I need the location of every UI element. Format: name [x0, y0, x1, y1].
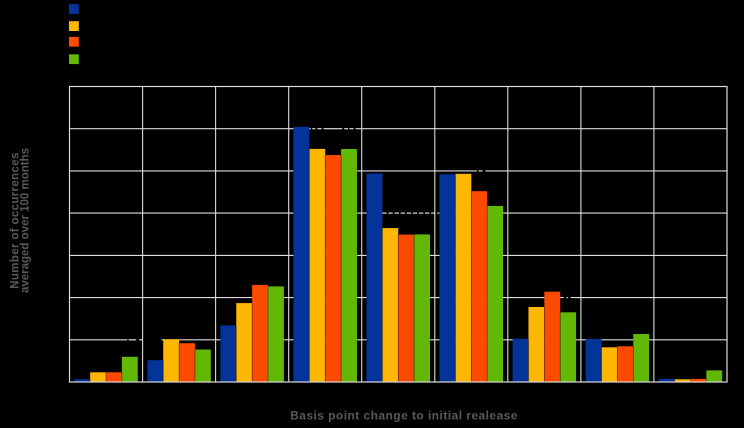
svg-text:averaged over 100 months: averaged over 100 months — [20, 148, 32, 293]
svg-text:Number of occurrences: Number of occurrences — [10, 152, 22, 288]
svg-text:Basis point change to initial: Basis point change to initial realease — [290, 409, 518, 423]
